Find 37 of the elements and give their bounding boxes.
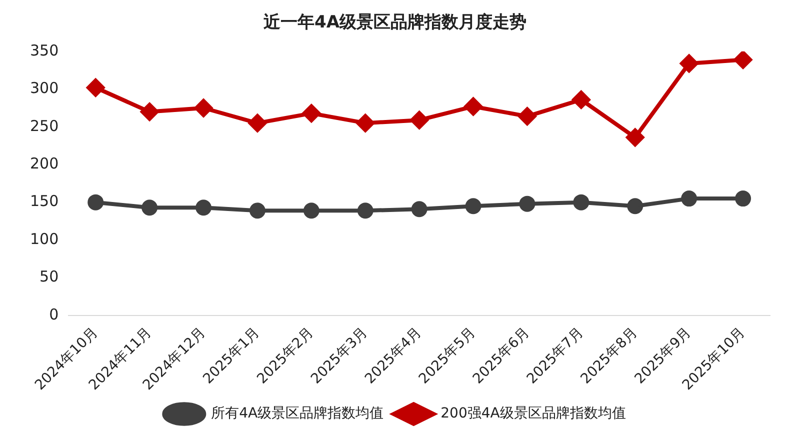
point <box>196 200 212 216</box>
point <box>680 54 698 72</box>
chart-title: 近一年4A级景区品牌指数月度走势 <box>262 12 526 33</box>
point <box>140 102 159 121</box>
point <box>86 78 105 97</box>
point <box>519 196 536 212</box>
point <box>411 201 428 218</box>
point <box>735 190 752 207</box>
point <box>627 198 644 214</box>
y-tick-label: 100 <box>30 230 59 248</box>
y-tick-label: 300 <box>30 79 59 98</box>
point <box>249 202 266 219</box>
point <box>681 190 698 207</box>
point <box>734 51 752 69</box>
legend-label: 所有4A级景区品牌指数均值 <box>211 406 384 422</box>
y-tick-label: 250 <box>30 116 59 135</box>
point <box>572 90 590 109</box>
point <box>464 97 482 116</box>
y-tick-label: 200 <box>30 154 59 172</box>
point <box>573 194 590 210</box>
point <box>302 104 320 122</box>
point <box>465 198 482 214</box>
y-tick-label: 0 <box>49 305 59 324</box>
y-tick-label: 150 <box>30 192 59 210</box>
point <box>248 114 266 132</box>
legend-label: 200强4A级景区品牌指数均值 <box>440 406 626 422</box>
point <box>356 114 374 132</box>
point <box>142 200 158 216</box>
point <box>88 194 104 210</box>
point <box>518 107 536 126</box>
point <box>410 111 428 130</box>
point <box>194 99 213 117</box>
y-tick-label: 350 <box>30 41 59 60</box>
y-tick-label: 50 <box>40 268 59 286</box>
point <box>303 202 320 219</box>
point <box>626 128 644 146</box>
point <box>357 202 374 219</box>
